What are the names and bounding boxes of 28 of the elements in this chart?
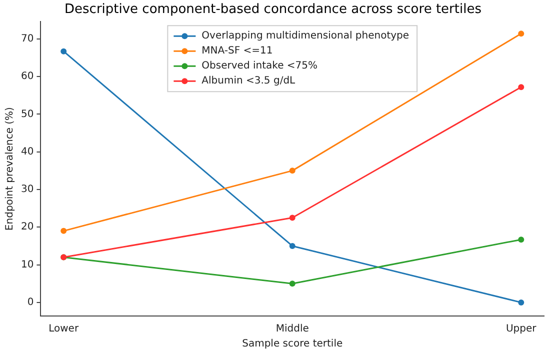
legend-label: Overlapping multidimensional phenotype: [202, 30, 410, 42]
y-tick-label: 30: [20, 184, 34, 196]
y-tick-label: 0: [27, 297, 34, 308]
point: [289, 280, 296, 287]
y-tick-label: 50: [20, 108, 34, 120]
legend-label: MNA-SF <=11: [202, 46, 273, 57]
y-tick-label: 40: [20, 146, 34, 158]
point: [60, 228, 67, 234]
y-tick-label: 10: [20, 259, 34, 270]
point: [289, 214, 296, 221]
point: [518, 236, 524, 243]
point: [60, 48, 67, 54]
legend-label: Observed intake <75%: [202, 60, 318, 72]
x-axis-title: Sample score tertile: [242, 338, 343, 350]
y-axis-title: Endpoint prevalence (%): [4, 106, 16, 231]
x-tick-label: Middle: [276, 324, 309, 335]
point: [289, 168, 296, 174]
y-tick-label: 60: [20, 71, 34, 82]
legend-label: Albumin <3.5 g/dL: [202, 76, 296, 87]
chart-title: Descriptive component-based concordance across score tertiles: [64, 2, 482, 18]
x-tick-label: Upper: [506, 324, 538, 335]
point: [518, 30, 524, 37]
point: [518, 84, 524, 90]
point: [289, 242, 296, 249]
y-tick-label: 20: [20, 222, 34, 233]
point: [518, 299, 524, 306]
y-tick-label: 70: [20, 34, 34, 45]
x-tick-label: Lower: [48, 324, 80, 335]
